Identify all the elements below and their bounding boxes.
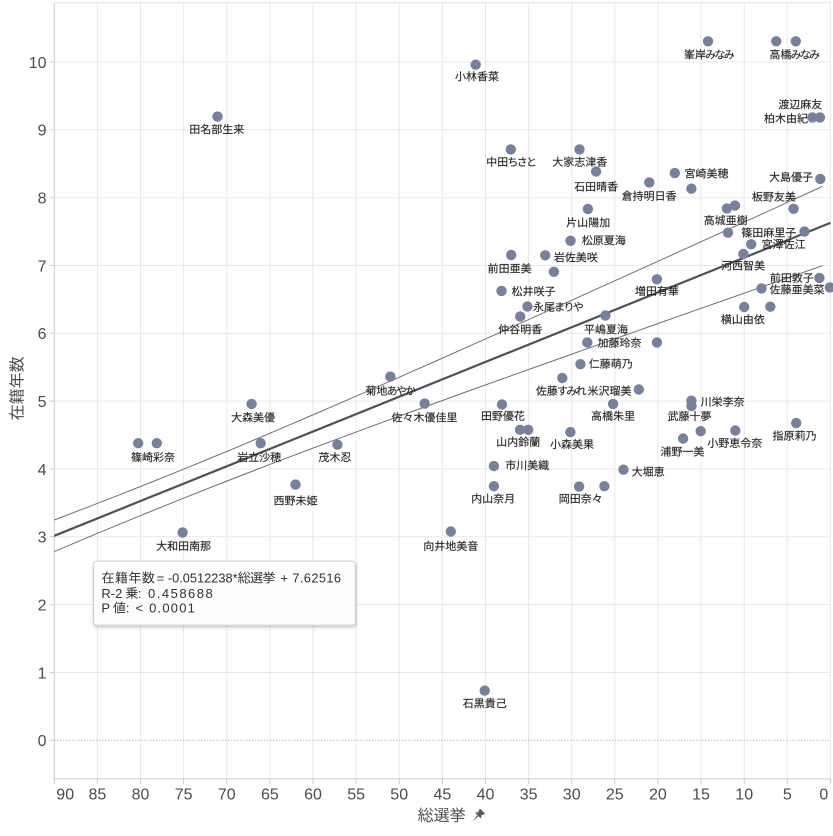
svg-text:80: 80 (132, 787, 150, 804)
svg-text:75: 75 (175, 787, 193, 804)
svg-text:P: P (101, 601, 110, 616)
svg-text:9: 9 (38, 123, 47, 140)
svg-text:3: 3 (38, 530, 47, 547)
svg-text:20: 20 (649, 787, 667, 804)
svg-text:: 0.458688: : 0.458688 (138, 586, 214, 601)
svg-text:90: 90 (56, 787, 74, 804)
svg-text:7: 7 (38, 258, 47, 275)
svg-text:: < 0.0001: : < 0.0001 (126, 601, 196, 616)
svg-text:35: 35 (520, 787, 538, 804)
svg-text:60: 60 (304, 787, 322, 804)
svg-text:R-2: R-2 (101, 586, 122, 601)
svg-text:2: 2 (38, 597, 47, 614)
svg-text:0: 0 (819, 787, 828, 804)
svg-text:65: 65 (261, 787, 279, 804)
svg-text:45: 45 (434, 787, 452, 804)
svg-text:25: 25 (606, 787, 624, 804)
svg-text:10: 10 (735, 787, 753, 804)
svg-text:1: 1 (38, 665, 47, 682)
svg-text:70: 70 (218, 787, 236, 804)
svg-text:55: 55 (347, 787, 365, 804)
svg-text:30: 30 (563, 787, 581, 804)
svg-text:8: 8 (38, 191, 47, 208)
svg-text:40: 40 (477, 787, 495, 804)
svg-text:5: 5 (783, 787, 792, 804)
svg-text:= -0.0512238*: = -0.0512238* (157, 570, 238, 585)
svg-text:85: 85 (89, 787, 107, 804)
svg-text:6: 6 (38, 326, 47, 343)
svg-text:15: 15 (692, 787, 710, 804)
svg-text:5: 5 (38, 394, 47, 411)
svg-text:0: 0 (38, 733, 47, 750)
svg-text:4: 4 (38, 462, 47, 479)
svg-text:10: 10 (29, 55, 47, 72)
svg-text:+ 7.62516: + 7.62516 (281, 570, 342, 585)
svg-text:50: 50 (390, 787, 408, 804)
